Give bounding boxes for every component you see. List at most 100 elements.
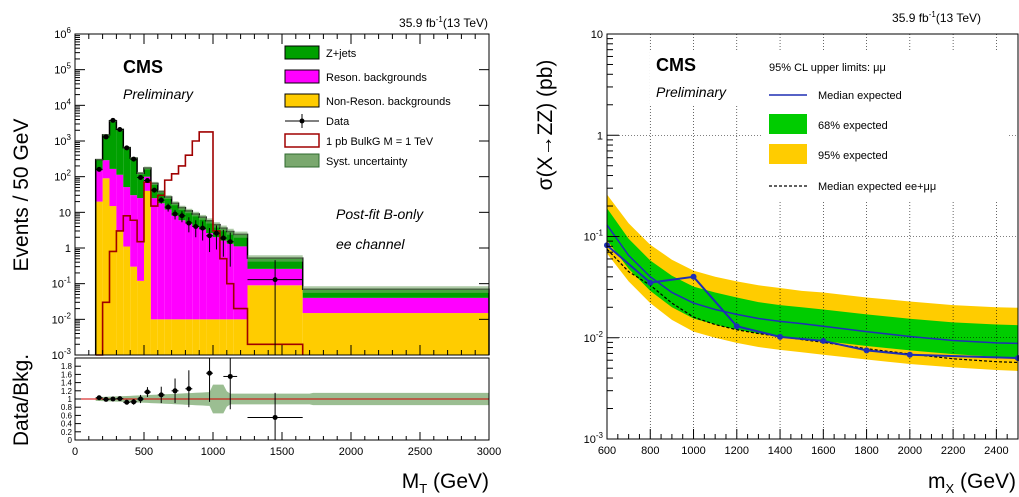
syst-band-bin-22 <box>302 286 489 293</box>
median-expected-combined-line <box>606 248 1019 364</box>
stack-bar-2-4 <box>123 147 131 188</box>
stack-bar-1-4 <box>123 187 131 247</box>
ratio-point-8 <box>158 392 164 398</box>
rp-x-axis-title: mX (GeV) <box>928 470 1016 496</box>
observed-point-12 <box>906 351 913 358</box>
data-point-15 <box>200 225 206 231</box>
stack-bar-1-14 <box>192 226 200 320</box>
ratio-point-11 <box>207 370 213 376</box>
legend-swatch-reson <box>284 69 320 84</box>
stack-bar-0-5 <box>130 266 138 355</box>
lt-ytick-label-8: 105 <box>54 62 71 77</box>
stack-bar-0-6 <box>137 280 144 355</box>
lb-y-axis-title: Data/Bkg. <box>10 354 33 446</box>
lb-ytick-label-0: 0 <box>68 436 73 445</box>
stack-bar-2-10 <box>164 196 172 210</box>
stack-bar-2-0 <box>95 159 103 171</box>
data-point-8 <box>151 187 157 193</box>
stack-bar-1-11 <box>171 215 179 320</box>
stack-bar-0-8 <box>150 319 158 355</box>
stack-bar-2-14 <box>192 213 200 227</box>
rp-xtick-label-3: 1200 <box>725 445 749 457</box>
lt-ytick-label-0: 10-3 <box>52 347 72 362</box>
legend-label-data: Data <box>326 116 350 128</box>
stack-bar-0-4 <box>123 246 131 355</box>
rp-xtick-label-0: 600 <box>598 445 616 457</box>
rp-ytick-label-0: 10-3 <box>584 431 604 446</box>
syst-band-bin-12 <box>178 205 186 210</box>
syst-band-bin-17 <box>213 222 220 228</box>
syst-band-bin-16 <box>206 218 213 224</box>
data-point-9 <box>158 197 164 203</box>
data-point-2 <box>110 117 116 123</box>
lt-lumi: 35.9 fb-1(13 TeV) <box>399 15 488 30</box>
lb-xtick-label-3: 1500 <box>270 446 294 458</box>
observed-point-4 <box>690 273 697 280</box>
data-point-11 <box>172 211 178 217</box>
lt-y-axis-title: Events / 50 GeV <box>10 119 33 272</box>
stack-bar-0-2 <box>109 206 117 355</box>
observed-point-6 <box>733 323 740 330</box>
mt-distribution-panel: 10-3 10-2 10-1 1 10 102 103 104 105 106 35.9 fb-1… <box>10 15 490 362</box>
stack-bar-1-20 <box>233 246 248 320</box>
lt-preliminary-label: Preliminary <box>123 86 194 102</box>
stack-bar-2-13 <box>185 210 193 224</box>
stack-bar-1-8 <box>150 198 158 320</box>
stack-bar-2-2 <box>109 120 117 169</box>
lt-ytick-label-7: 104 <box>54 97 71 112</box>
lt-legend: Z+jets Reson. backgrounds Non-Reson. bac… <box>284 45 451 168</box>
ratio-point-4 <box>124 399 130 405</box>
lb-ytick-label-8: 1.6 <box>61 370 73 379</box>
syst-band-bin-7 <box>144 166 151 170</box>
lb-xtick-label-5: 2500 <box>408 446 432 458</box>
lb-xtick-label-4: 2000 <box>339 446 363 458</box>
stack-bar-2-6 <box>137 173 144 199</box>
data-point-17 <box>213 230 219 236</box>
stack-bar-2-1 <box>102 134 110 161</box>
rp-preliminary-label: Preliminary <box>656 84 727 100</box>
lt-ytick-label-6: 103 <box>54 133 71 148</box>
stack-bar-0-15 <box>199 319 207 355</box>
data-point-5 <box>131 156 137 162</box>
stack-bar-1-10 <box>164 209 172 320</box>
stack-bar-0-11 <box>171 319 179 355</box>
lb-ytick-label-2: 0.4 <box>61 420 73 429</box>
lb-ytick-label-9: 1.8 <box>61 362 73 371</box>
stack-bar-1-22 <box>302 297 489 314</box>
ratio-panel: 00.20.40.60.811.21.41.61.80 500 1000 1500 20… <box>10 354 501 496</box>
rp-legend-95-swatch <box>769 144 807 164</box>
lt-ytick-label-1: 10-2 <box>52 311 72 326</box>
stack-bar-0-20 <box>233 319 248 355</box>
stack-bar-0-7 <box>144 190 151 355</box>
stack-bar-1-18 <box>219 240 227 320</box>
lb-xtick-label-1: 500 <box>135 446 153 458</box>
stack-bar-0-9 <box>157 319 165 355</box>
data-point-7 <box>144 178 150 184</box>
syst-band-bin-0 <box>95 159 103 161</box>
rp-cms-label: CMS <box>656 55 696 75</box>
observed-point-10 <box>820 337 827 344</box>
ratio-point-0 <box>96 395 102 401</box>
data-point-12 <box>179 213 185 219</box>
lt-annotation-fit: Post-fit B-only <box>336 206 424 222</box>
rp-label-box <box>650 52 740 104</box>
syst-band-bin-20 <box>233 231 248 238</box>
observed-point-11 <box>863 347 870 354</box>
rp-y-axis-title: σ(X→ZZ) (pb) <box>534 60 557 191</box>
stack-bar-1-3 <box>116 174 124 231</box>
lt-ytick-label-2: 10-1 <box>52 276 72 291</box>
stack-bar-0-13 <box>185 319 193 355</box>
band-68-expected <box>607 208 1018 358</box>
rp-xtick-label-7: 2000 <box>898 445 922 457</box>
stack-bar-0-0 <box>95 201 103 355</box>
stack-bar-2-5 <box>130 158 138 196</box>
data-point-19 <box>227 239 233 245</box>
ratio-point-6 <box>138 396 144 402</box>
rp-ytick-label-3: 1 <box>597 130 603 142</box>
stack-bar-2-3 <box>116 129 124 175</box>
data-point-0 <box>96 166 102 172</box>
lb-ytick-label-6: 1.2 <box>61 387 73 396</box>
syst-band-bin-8 <box>150 181 158 186</box>
data-point-20 <box>272 277 278 283</box>
